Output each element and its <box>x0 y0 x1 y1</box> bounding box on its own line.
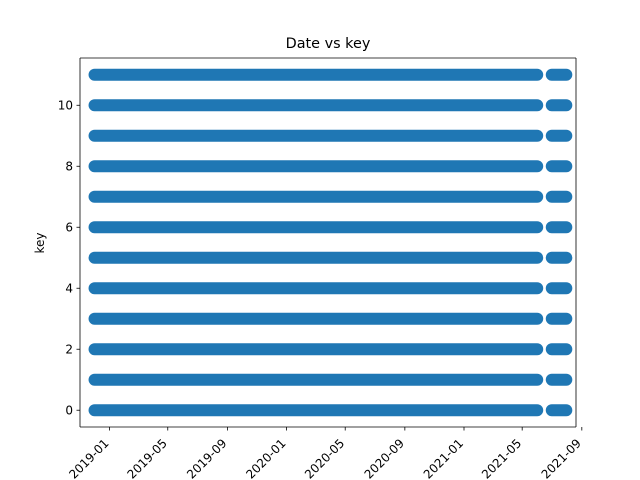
plot-area <box>88 68 573 417</box>
y-tick-label: 6 <box>65 221 73 235</box>
y-tick-label: 8 <box>65 160 73 174</box>
series-key <box>88 68 573 417</box>
y-tick-label: 2 <box>65 343 73 357</box>
y-tick-label: 0 <box>65 404 73 418</box>
y-tick-label: 4 <box>65 282 73 296</box>
axes-spines <box>79 57 577 428</box>
y-axis-label: key <box>33 232 47 253</box>
y-axis: 0 2 4 6 8 10 <box>58 99 80 418</box>
chart-title: Date vs key <box>286 36 371 52</box>
y-tick-label: 10 <box>58 99 73 113</box>
